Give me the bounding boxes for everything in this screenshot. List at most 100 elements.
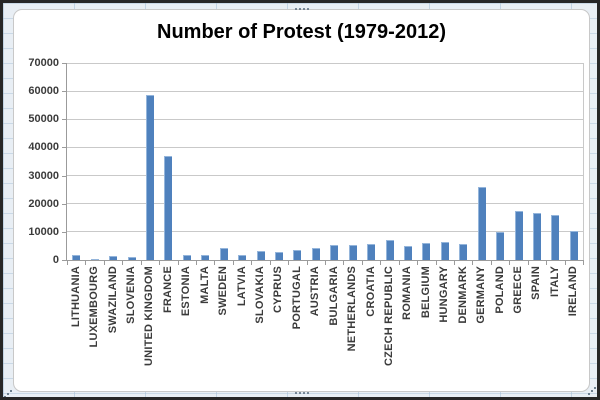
y-axis-tick	[62, 203, 66, 205]
gridline-20000	[67, 203, 583, 205]
y-axis-tick	[62, 175, 66, 177]
bar-croatia[interactable]	[367, 244, 376, 260]
x-category-label-netherlands: NETHERLANDS	[346, 266, 359, 352]
bar-france[interactable]	[164, 156, 173, 260]
gridline-60000	[67, 90, 583, 92]
y-axis-line	[66, 63, 67, 261]
chart-object[interactable]: Number of Protest (1979-2012) 0 10000 2000…	[13, 6, 590, 394]
x-category-label-romania: ROMANIA	[401, 266, 414, 320]
x-category-label-united-kingdom: UNITED KINGDOM	[143, 266, 156, 366]
chart-resize-handle-bottom-right[interactable]	[588, 387, 597, 396]
bar-estonia[interactable]	[182, 255, 191, 260]
x-category-label-czech-republic: CZECH REPUBLIC	[383, 266, 395, 366]
y-axis-tick	[62, 147, 66, 149]
x-axis-tick	[343, 261, 345, 265]
chart-resize-handle-bottom-left[interactable]	[4, 390, 13, 397]
bar-ireland[interactable]	[569, 231, 578, 260]
y-tick-label-10000: 10000	[28, 225, 59, 238]
x-category-label-estonia: ESTONIA	[180, 266, 193, 317]
gridline-40000	[67, 146, 583, 148]
bar-belgium[interactable]	[422, 242, 431, 260]
y-tick-label-30000: 30000	[28, 169, 59, 182]
y-tick-label-40000: 40000	[28, 141, 59, 154]
bar-luxembourg[interactable]	[90, 259, 99, 261]
x-axis-tick	[546, 261, 548, 265]
chart-grip-bottom-handle[interactable]	[293, 390, 311, 396]
bar-germany[interactable]	[477, 186, 486, 260]
bar-portugal[interactable]	[293, 250, 302, 260]
y-tick-label-0: 0	[52, 254, 59, 266]
y-tick-label-70000: 70000	[28, 57, 59, 69]
x-category-label-luxembourg: LUXEMBOURG	[88, 266, 101, 348]
x-axis-tick	[564, 261, 566, 265]
bar-bulgaria[interactable]	[330, 245, 339, 260]
bar-greece[interactable]	[514, 211, 523, 260]
bar-united-kingdom[interactable]	[145, 94, 154, 260]
plot-area[interactable]	[62, 62, 584, 265]
x-category-label-latvia: LATVIA	[235, 266, 248, 307]
x-axis-tick	[454, 261, 455, 265]
bar-cyprus[interactable]	[274, 251, 283, 260]
bar-swaziland[interactable]	[109, 255, 118, 260]
x-category-label-swaziland: SWAZILAND	[106, 266, 119, 334]
x-axis-tick	[509, 261, 511, 265]
x-axis-tick	[196, 261, 197, 265]
bar-malta[interactable]	[201, 254, 210, 260]
x-category-label-austria: AUSTRIA	[309, 266, 322, 317]
x-axis-tick	[269, 261, 271, 265]
x-category-label-denmark: DENMARK	[456, 266, 469, 324]
x-axis-tick	[361, 261, 363, 265]
y-axis-tick	[62, 119, 66, 121]
gridline-50000	[67, 118, 583, 120]
x-category-label-hungary: HUNGARY	[438, 266, 451, 323]
bar-slovenia[interactable]	[127, 257, 136, 260]
x-category-label-croatia: CROATIA	[364, 266, 377, 317]
bar-latvia[interactable]	[238, 254, 247, 260]
x-axis-tick	[380, 261, 382, 265]
x-category-label-ireland: IRELAND	[567, 266, 580, 317]
bar-denmark[interactable]	[459, 243, 468, 260]
x-axis-tick	[472, 261, 474, 265]
chart-title: Number of Protest (1979-2012)	[157, 21, 446, 43]
x-category-label-bulgaria: BULGARIA	[327, 266, 340, 326]
x-category-label-sweden: SWEDEN	[217, 266, 230, 316]
y-tick-label-60000: 60000	[28, 85, 59, 98]
x-category-label-greece: GREECE	[512, 266, 524, 314]
x-axis-tick	[306, 261, 308, 265]
x-axis-tick	[435, 261, 437, 265]
x-axis-tick	[490, 261, 492, 265]
bar-slovakia[interactable]	[256, 251, 265, 260]
x-category-label-italy: ITALY	[548, 266, 561, 297]
y-axis-tick	[62, 63, 66, 64]
bar-lithuania[interactable]	[72, 254, 81, 260]
x-axis-tick	[288, 261, 290, 265]
x-axis-tick	[122, 261, 124, 265]
chart-grip-top-handle[interactable]	[293, 6, 311, 12]
x-category-label-poland: POLAND	[493, 266, 506, 314]
bar-hungary[interactable]	[440, 242, 449, 260]
bar-czech-republic[interactable]	[385, 239, 394, 260]
x-axis-tick	[232, 261, 234, 265]
x-category-label-spain: SPAIN	[530, 266, 543, 300]
bar-netherlands[interactable]	[348, 245, 357, 260]
x-axis-tick	[140, 261, 142, 265]
x-axis-line	[66, 260, 584, 261]
x-axis-tick	[583, 261, 584, 265]
bar-austria[interactable]	[311, 247, 320, 260]
x-axis-tick	[159, 261, 161, 265]
y-axis-tick	[62, 91, 66, 93]
bar-romania[interactable]	[403, 245, 412, 260]
y-tick-label-20000: 20000	[28, 197, 59, 210]
bar-spain[interactable]	[532, 213, 541, 260]
x-category-label-malta: MALTA	[198, 266, 211, 304]
x-category-label-portugal: PORTUGAL	[290, 266, 303, 330]
x-axis-tick	[67, 261, 68, 265]
x-category-label-belgium: BELGIUM	[419, 266, 432, 319]
bar-italy[interactable]	[551, 214, 560, 260]
x-category-label-cyprus: CYPRUS	[272, 266, 285, 314]
bar-sweden[interactable]	[219, 248, 228, 260]
x-category-label-lithuania: LITHUANIA	[69, 266, 82, 328]
bar-poland[interactable]	[496, 231, 505, 260]
y-axis-tick	[62, 231, 66, 233]
